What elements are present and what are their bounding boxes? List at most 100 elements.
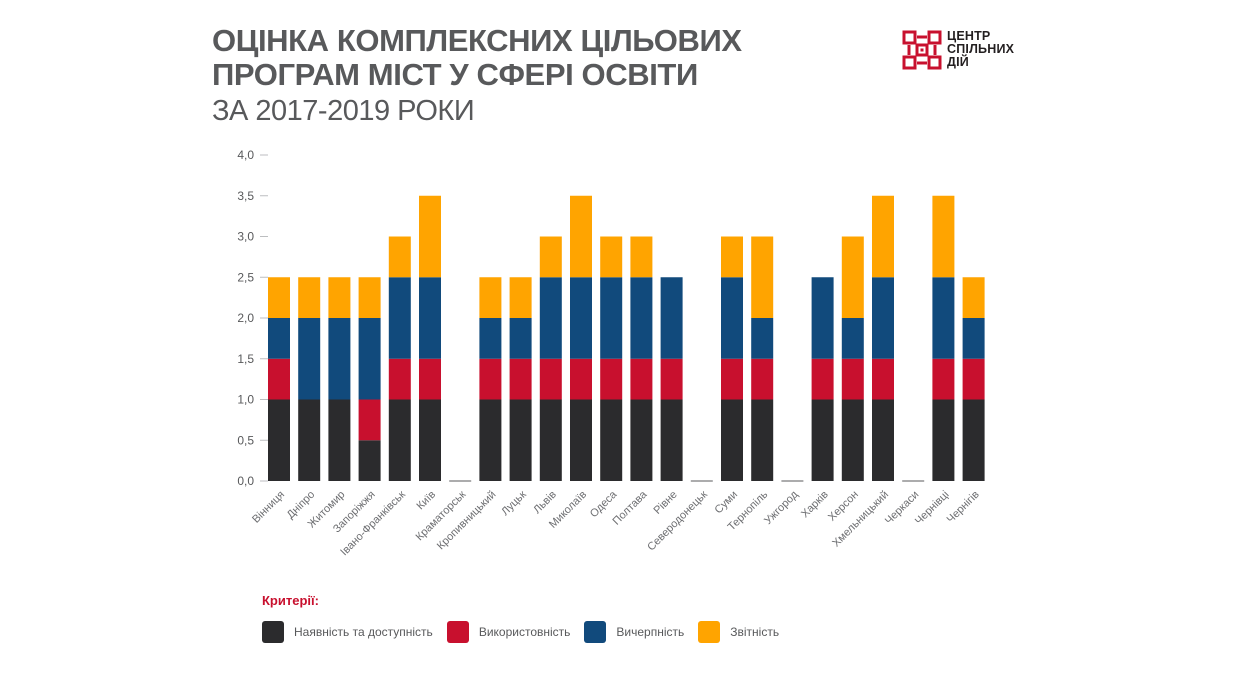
y-tick-label: 0,0 xyxy=(237,474,254,488)
bar-segment xyxy=(328,399,351,481)
bar-segment xyxy=(630,358,653,400)
bar-segment xyxy=(358,318,381,400)
bar-segment xyxy=(932,277,955,359)
logo-text: ЦЕНТР СПІЛЬНИХ ДІЙ xyxy=(947,30,1014,69)
legend-item: Наявність та доступність xyxy=(262,621,433,643)
y-tick-label: 2,0 xyxy=(237,311,254,325)
logo-text-line-2: СПІЛЬНИХ xyxy=(947,42,1015,56)
legend-label: Наявність та доступність xyxy=(294,625,433,639)
bar-segment xyxy=(630,399,653,481)
x-tick-label: Луцьк xyxy=(499,489,529,519)
bar-segment xyxy=(388,399,411,481)
x-tick-label: Львів xyxy=(531,489,559,517)
logo: ЦЕНТР СПІЛЬНИХ ДІЙ xyxy=(902,30,1014,70)
y-tick-label: 0,5 xyxy=(237,433,254,447)
chart-title-line-1: Оцінка комплексних цільових xyxy=(212,23,742,58)
legend-label: Вичерпність xyxy=(616,625,685,639)
bars xyxy=(268,195,985,482)
bar-segment xyxy=(932,399,955,481)
y-tick-label: 2,5 xyxy=(237,270,254,284)
legend-swatch xyxy=(262,621,284,643)
bar-segment xyxy=(268,358,290,400)
bar-segment xyxy=(660,358,683,400)
bar-segment xyxy=(932,195,955,278)
legend-item: Використовність xyxy=(446,621,570,643)
bar-segment xyxy=(751,358,774,400)
bar-segment xyxy=(811,358,834,400)
bar-segment xyxy=(962,399,985,481)
logo-text-line-1: ЦЕНТР xyxy=(947,29,991,43)
bar-segment xyxy=(600,358,623,400)
bar-segment xyxy=(358,399,381,441)
bar-segment xyxy=(419,358,441,400)
bar-segment xyxy=(872,358,894,400)
x-tick-label: Чернівці xyxy=(913,489,952,528)
bar-segment xyxy=(358,440,381,481)
legend: Наявність та доступність Використовність В… xyxy=(262,621,793,643)
y-tick-label: 1,5 xyxy=(237,352,254,366)
bar-segment xyxy=(268,399,290,481)
bar-segment xyxy=(872,195,894,278)
bar-segment xyxy=(721,236,743,278)
bar-segment xyxy=(358,277,381,318)
bar-segment xyxy=(721,358,743,400)
bar-segment xyxy=(509,358,532,400)
legend-item: Звітність xyxy=(698,621,779,643)
chart-title-line-2: програм міст у сфері освіти xyxy=(212,57,698,92)
x-tick-label: Чернігів xyxy=(945,489,982,526)
x-axis: ВінницяДніпроЖитомирЗапоріжжяІвано-Франк… xyxy=(250,488,982,558)
legend-item: Вичерпність xyxy=(584,621,684,643)
bar-segment xyxy=(721,399,743,481)
bar-segment xyxy=(509,318,532,359)
bar-segment xyxy=(962,277,985,318)
bar-segment xyxy=(751,236,774,318)
bar-segment xyxy=(388,277,411,359)
x-tick-label: Рівне xyxy=(652,489,680,517)
bar-segment xyxy=(479,277,502,318)
bar-segment xyxy=(388,236,411,278)
bar-segment xyxy=(570,358,592,400)
bar-segment xyxy=(811,399,834,481)
bar-segment xyxy=(539,399,562,481)
bar-segment xyxy=(630,236,653,278)
bar-segment xyxy=(479,399,502,481)
bar-segment xyxy=(298,399,321,481)
title-block: Оцінка комплексних цільових програм міст… xyxy=(212,24,742,129)
bar-segment xyxy=(570,399,592,481)
bar-segment xyxy=(419,399,441,481)
bar-segment xyxy=(660,399,683,481)
bar-segment xyxy=(328,318,351,400)
bar-segment xyxy=(479,318,502,359)
chart-subtitle: ЗА 2017-2019 РОКИ xyxy=(212,95,475,127)
bar-segment xyxy=(660,277,683,359)
bar-segment xyxy=(751,318,774,359)
bar-segment xyxy=(509,399,532,481)
x-tick-label: Суми xyxy=(713,489,741,517)
bar-segment xyxy=(268,277,290,318)
bar-segment xyxy=(570,277,592,359)
bar-segment xyxy=(872,277,894,359)
legend-swatch xyxy=(446,621,469,643)
bar-segment xyxy=(600,277,623,359)
bar-segment xyxy=(539,236,562,278)
legend-swatch xyxy=(584,621,607,643)
y-tick-label: 4,0 xyxy=(237,148,254,162)
legend-label: Звітність xyxy=(730,625,780,639)
bar-segment xyxy=(328,277,351,318)
bar-segment xyxy=(872,399,894,481)
bar-segment xyxy=(509,277,532,318)
x-tick-label: Вінниця xyxy=(250,489,287,526)
x-tick-label: Київ xyxy=(414,489,438,513)
x-tick-label: Ужгород xyxy=(762,488,801,527)
bar-segment xyxy=(600,236,623,278)
y-tick-label: 3,0 xyxy=(237,230,254,244)
bar-segment xyxy=(419,277,441,359)
bar-segment xyxy=(932,358,955,400)
bar-segment xyxy=(539,358,562,400)
bar-segment xyxy=(388,358,411,400)
y-axis: 0,0 0,5 1,0 1,5 2,0 2,5 3,0 3,5 4,0 xyxy=(237,148,268,488)
logo-mark-icon xyxy=(902,30,942,70)
bar-segment xyxy=(600,399,623,481)
bar-segment xyxy=(570,195,592,278)
bar-segment xyxy=(751,399,774,481)
